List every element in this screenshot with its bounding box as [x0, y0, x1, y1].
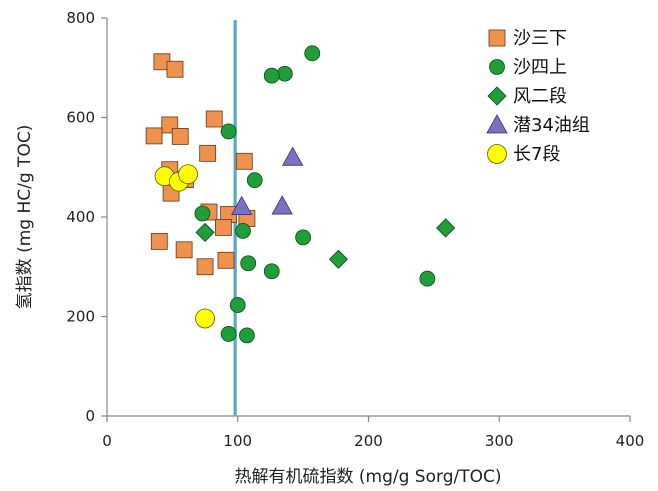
data-point: [304, 45, 321, 62]
x-tick-label: 400: [616, 432, 645, 450]
data-point: [281, 146, 304, 166]
data-point: [230, 195, 253, 215]
data-points: [145, 45, 456, 344]
data-point: [171, 128, 189, 145]
data-point: [150, 232, 168, 250]
data-point: [240, 255, 257, 272]
x-axis-title: 热解有机硫指数 (mg/g Sorg/TOC): [235, 467, 502, 487]
legend-marker: [487, 86, 507, 106]
legend-label: 长7段: [513, 144, 560, 165]
y-tick-label: 600: [66, 109, 95, 127]
data-point: [199, 144, 217, 162]
data-point: [295, 229, 312, 246]
data-point: [178, 164, 198, 185]
data-point: [166, 60, 184, 78]
data-point: [419, 270, 436, 287]
legend-label: 潜34油组: [513, 115, 590, 136]
legend-label: 风二段: [513, 86, 567, 107]
y-tick-label: 0: [85, 407, 95, 425]
data-point: [229, 297, 246, 313]
data-point: [195, 308, 215, 329]
data-point: [271, 195, 293, 215]
data-point: [175, 241, 193, 259]
data-point: [205, 110, 223, 128]
data-point: [214, 219, 232, 236]
y-tick-label: 400: [66, 208, 95, 226]
data-point: [145, 127, 163, 145]
data-point: [263, 67, 280, 84]
data-point: [195, 222, 215, 242]
data-point: [194, 205, 211, 222]
y-tick-label: 800: [66, 9, 95, 27]
legend-label: 沙三下: [513, 28, 567, 49]
y-axis-title: 氢指数 (mg HC/g TOC): [15, 125, 35, 310]
x-tick-label: 200: [354, 432, 383, 450]
data-point: [328, 249, 348, 269]
y-axis-ticks: 0 200 400 600 800: [66, 9, 107, 425]
legend-label: 沙四上: [513, 57, 567, 78]
data-point: [220, 326, 237, 342]
legend-marker: [489, 59, 505, 75]
data-point: [196, 258, 214, 276]
data-point: [217, 251, 235, 269]
data-point: [263, 263, 280, 280]
x-axis-ticks: 0 100 200 300 400: [102, 416, 644, 450]
legend-marker: [488, 29, 506, 47]
y-tick-label: 200: [66, 308, 95, 326]
data-point: [235, 152, 253, 170]
data-point: [239, 327, 255, 344]
x-tick-label: 300: [485, 432, 514, 450]
data-point: [436, 218, 456, 238]
data-point: [276, 65, 293, 82]
x-tick-label: 100: [223, 432, 252, 450]
legend-marker: [487, 144, 507, 164]
data-point: [220, 123, 237, 140]
data-point: [235, 223, 251, 239]
x-tick-label: 0: [102, 432, 112, 450]
data-point: [246, 172, 263, 189]
legend-marker: [486, 114, 508, 134]
